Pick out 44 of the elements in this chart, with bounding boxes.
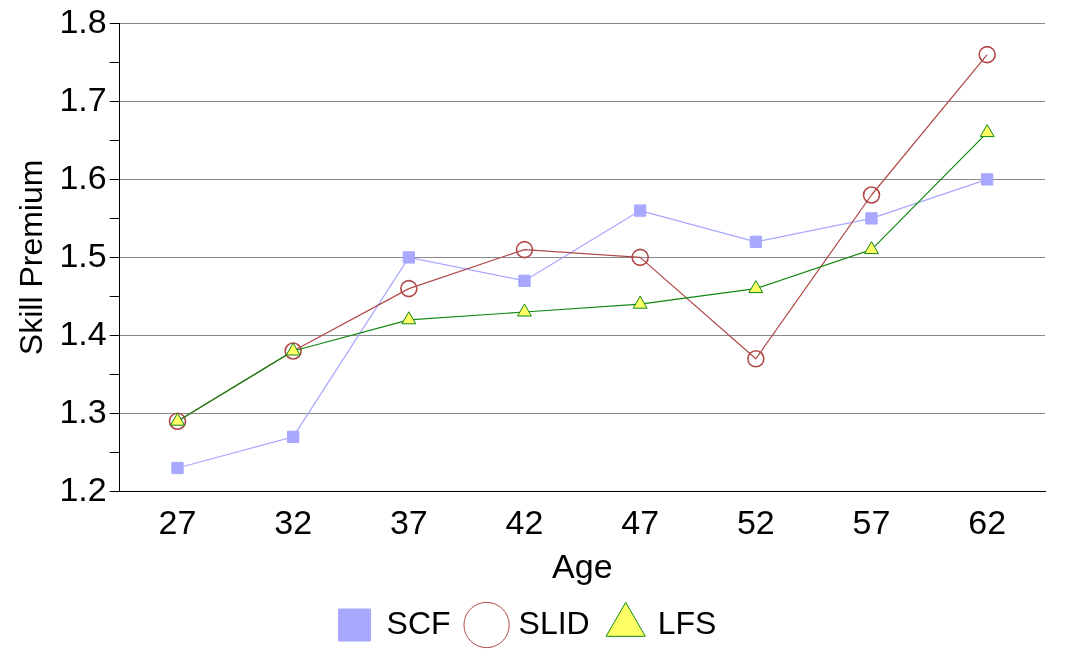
legend-label: SLID: [518, 604, 590, 641]
x-tick-label: 62: [968, 503, 1007, 542]
x-tick-label: 57: [852, 503, 891, 542]
y-tick-label: 1.3: [59, 391, 107, 430]
x-tick-label: 47: [621, 503, 660, 542]
point: [978, 45, 996, 64]
y-tick-label: 1.2: [59, 469, 107, 508]
point: [632, 295, 648, 309]
point: [402, 251, 415, 264]
point: [747, 350, 765, 368]
x-tick-label: 42: [505, 503, 544, 542]
x-axis-title: Age: [552, 546, 613, 585]
point: [631, 248, 649, 267]
point: [748, 280, 764, 294]
x-tick-label: 32: [274, 503, 313, 542]
y-tick-label: 1.4: [59, 313, 107, 352]
point: [865, 212, 878, 225]
point: [400, 279, 418, 298]
point: [401, 311, 417, 325]
x-tick-label: 37: [389, 503, 428, 542]
y-axis-title: Skill Premium: [13, 159, 50, 356]
y-tick-label: 1.7: [59, 79, 107, 118]
x-tick-label: 52: [736, 503, 775, 542]
y-tick-label: 1.5: [59, 235, 107, 274]
point: [287, 430, 300, 443]
legend-label: LFS: [657, 604, 717, 641]
point: [285, 342, 301, 356]
point: [981, 173, 994, 186]
point: [170, 412, 185, 426]
point: [862, 186, 881, 204]
point: [171, 461, 184, 475]
point: [518, 274, 531, 287]
point: [749, 235, 762, 248]
point: [515, 240, 534, 259]
point: [979, 124, 995, 138]
point: [634, 204, 647, 217]
y-tick-label: 1.6: [59, 157, 107, 196]
point: [168, 412, 187, 430]
point: [284, 342, 302, 360]
legend-label: SCF: [386, 604, 451, 641]
y-tick-label: 1.8: [59, 1, 107, 40]
point: [517, 303, 532, 317]
x-tick-label: 27: [158, 503, 197, 542]
point: [864, 241, 879, 255]
